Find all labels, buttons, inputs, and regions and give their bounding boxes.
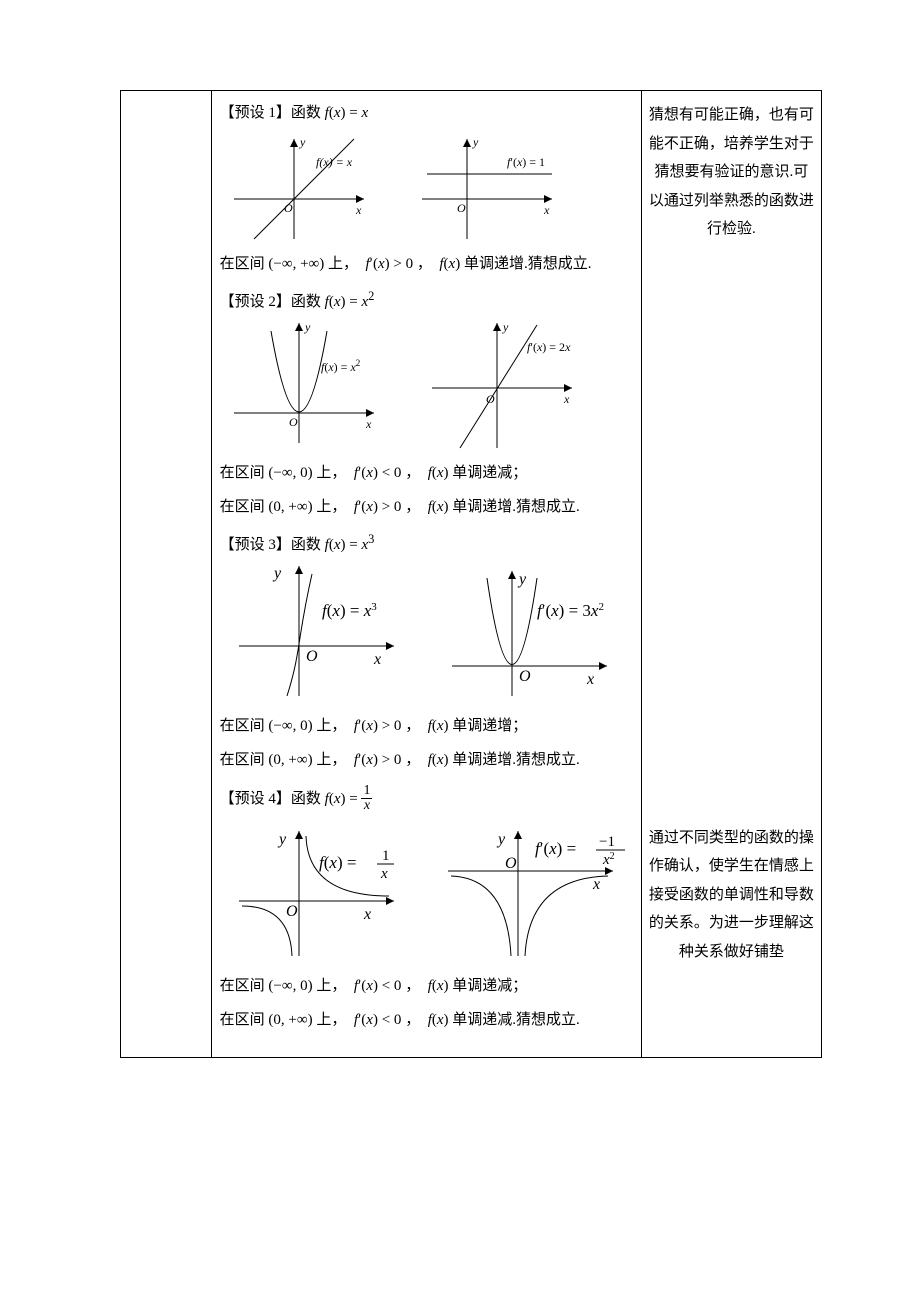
svg-text:x: x <box>365 417 372 431</box>
preset-2: 【预设 2】函数 f(x) = x2 O x y f(x) = x2 <box>220 289 633 522</box>
preset-4-graph-fx: O x y f(x) = 1 x <box>224 816 405 966</box>
preset-4-caption2: 在区间 (0, +∞) 上， f′(x) < 0 ， f(x) 单调递减.猜想成… <box>220 1006 633 1035</box>
svg-text:x: x <box>380 866 388 882</box>
svg-text:x: x <box>355 203 362 217</box>
preset-1-graph-fprimex: O x y f′(x) = 1 <box>412 124 572 244</box>
svg-text:x: x <box>586 671 594 688</box>
svg-text:y: y <box>277 831 287 848</box>
svg-text:O: O <box>457 201 466 215</box>
preset-1-graphs: O x y f(x) = x O x y f′(x) = 1 <box>224 124 633 244</box>
side-note-bottom: 通过不同类型的函数的操作确认，使学生在情感上接受函数的单调性和导数的关系。为进一… <box>648 824 815 967</box>
svg-text:x: x <box>563 392 570 406</box>
column-main: 【预设 1】函数 f(x) = x O x y f(x) = x <box>212 91 642 1057</box>
preset-1-title: 【预设 1】函数 f(x) = x <box>220 101 633 122</box>
preset-1: 【预设 1】函数 f(x) = x O x y f(x) = x <box>220 101 633 279</box>
content-table: 【预设 1】函数 f(x) = x O x y f(x) = x <box>120 90 822 1058</box>
svg-text:O: O <box>505 855 517 872</box>
preset-3-title: 【预设 3】函数 f(x) = x3 <box>220 532 633 554</box>
svg-text:O: O <box>519 668 531 685</box>
svg-text:y: y <box>496 831 506 848</box>
svg-text:f(x) =: f(x) = <box>319 853 356 872</box>
svg-text:f(x) = x2: f(x) = x2 <box>321 358 360 374</box>
preset-4: 【预设 4】函数 f(x) = 1x O x y f(x) = 1 <box>220 785 633 1035</box>
svg-text:O: O <box>289 415 298 429</box>
preset-3-caption1: 在区间 (−∞, 0) 上， f′(x) > 0 ， f(x) 单调递增； <box>220 712 633 741</box>
svg-text:f(x) = x3: f(x) = x3 <box>322 601 377 620</box>
preset-3-caption2: 在区间 (0, +∞) 上， f′(x) > 0 ， f(x) 单调递增.猜想成… <box>220 746 633 775</box>
svg-text:y: y <box>272 565 282 582</box>
svg-text:x: x <box>373 651 381 668</box>
svg-text:x: x <box>592 876 600 893</box>
svg-text:x: x <box>543 203 550 217</box>
column-left-spacer <box>121 91 212 1057</box>
preset-2-caption2: 在区间 (0, +∞) 上， f′(x) > 0 ， f(x) 单调递增.猜想成… <box>220 493 633 522</box>
svg-text:y: y <box>472 135 479 149</box>
preset-3-graph-fprimex: O x y f′(x) = 3x2 <box>437 556 632 706</box>
preset-2-graphs: O x y f(x) = x2 O x y f′(x) = 2x <box>224 313 633 453</box>
column-notes: 猜想有可能正确，也有可能不正确，培养学生对于猜想要有验证的意识.可以通过列举熟悉… <box>642 91 821 1057</box>
svg-text:x: x <box>363 906 371 923</box>
side-note-spacer <box>648 244 815 824</box>
svg-text:y: y <box>502 320 509 334</box>
preset-1-graph-fx: O x y f(x) = x <box>224 124 384 244</box>
svg-text:f′(x) = 2x: f′(x) = 2x <box>527 340 571 354</box>
preset-2-title: 【预设 2】函数 f(x) = x2 <box>220 289 633 311</box>
preset-2-graph-fx: O x y f(x) = x2 <box>224 313 394 453</box>
svg-text:y: y <box>517 571 527 588</box>
preset-3-graph-fx: O x y f(x) = x3 <box>224 556 410 706</box>
svg-text:1: 1 <box>382 848 390 864</box>
preset-2-graph-fprimex: O x y f′(x) = 2x <box>422 313 592 453</box>
svg-text:O: O <box>286 903 298 920</box>
preset-2-caption1: 在区间 (−∞, 0) 上， f′(x) < 0 ， f(x) 单调递减； <box>220 459 633 488</box>
svg-text:x2: x2 <box>602 850 615 868</box>
svg-text:f(x) = x: f(x) = x <box>316 155 353 169</box>
svg-text:y: y <box>304 320 311 334</box>
svg-text:−1: −1 <box>599 834 615 850</box>
svg-text:f′(x) =: f′(x) = <box>535 839 576 858</box>
preset-4-graph-fprimex: O x y f′(x) = −1 x2 <box>433 816 633 966</box>
side-note-top: 猜想有可能正确，也有可能不正确，培养学生对于猜想要有验证的意识.可以通过列举熟悉… <box>648 101 815 244</box>
preset-1-caption: 在区间 (−∞, +∞) 上， f′(x) > 0 ， f(x) 单调递增.猜想… <box>220 250 633 279</box>
preset-4-title: 【预设 4】函数 f(x) = 1x <box>220 785 633 814</box>
svg-text:O: O <box>306 648 318 665</box>
preset-3-graphs: O x y f(x) = x3 O x y f′(x) = 3x2 <box>224 556 633 706</box>
preset-4-caption1: 在区间 (−∞, 0) 上， f′(x) < 0 ， f(x) 单调递减； <box>220 972 633 1001</box>
preset-4-graphs: O x y f(x) = 1 x O x <box>224 816 633 966</box>
svg-text:y: y <box>299 135 306 149</box>
svg-text:f′(x) = 3x2: f′(x) = 3x2 <box>537 601 604 620</box>
preset-3: 【预设 3】函数 f(x) = x3 O x y f(x) = x3 <box>220 532 633 775</box>
page: 【预设 1】函数 f(x) = x O x y f(x) = x <box>0 0 920 1302</box>
svg-text:f′(x) = 1: f′(x) = 1 <box>507 155 545 169</box>
